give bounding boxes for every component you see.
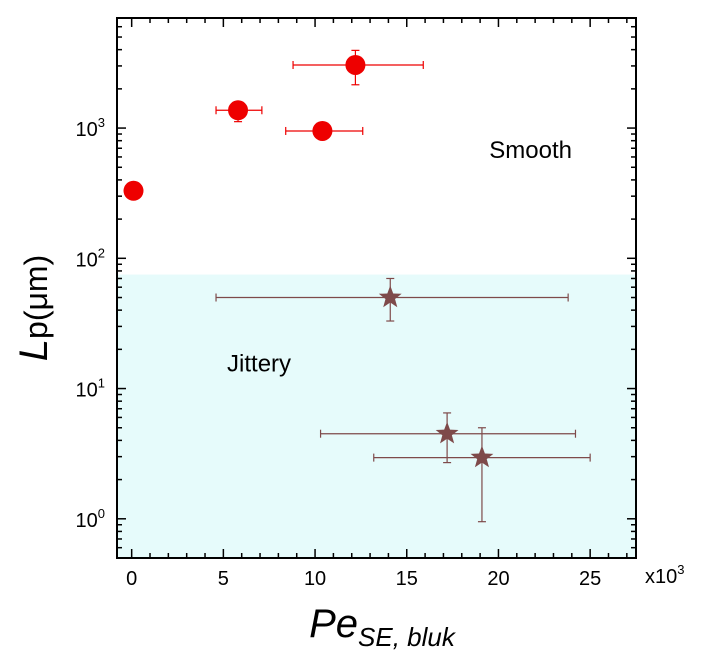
data-series bbox=[123, 49, 591, 523]
y-axis-title-main: L bbox=[12, 339, 56, 361]
data-point-circle bbox=[312, 120, 333, 141]
y-tick-label-exp: 0 bbox=[98, 506, 105, 521]
data-point-circle bbox=[228, 100, 249, 121]
y-tick-label: 103 bbox=[76, 115, 105, 141]
region-jittery bbox=[117, 274, 636, 558]
plot-frame bbox=[116, 17, 637, 559]
region-label-smooth: Smooth bbox=[489, 137, 572, 164]
region-label-jittery: Jittery bbox=[227, 351, 291, 378]
x-axis-title-sub: SE, bluk bbox=[358, 622, 457, 651]
x-axis-title: PeSE, bluk bbox=[309, 602, 457, 651]
x-tick-label: 0 bbox=[126, 568, 137, 590]
y-tick-label: 102 bbox=[76, 245, 105, 271]
y-axis-title-rest: p(μm) bbox=[18, 255, 54, 339]
data-point-star bbox=[378, 285, 402, 308]
x-tick-label: 10 bbox=[304, 568, 326, 590]
x-multiplier-base: x10 bbox=[645, 566, 677, 588]
y-tick-label-base: 10 bbox=[76, 249, 98, 271]
background-regions bbox=[117, 18, 636, 558]
axes bbox=[116, 17, 637, 559]
y-tick-label: 100 bbox=[76, 506, 105, 532]
x-axis-multiplier: x103 bbox=[645, 562, 684, 588]
y-tick-label: 101 bbox=[76, 376, 105, 402]
x-tick-label: 25 bbox=[579, 568, 601, 590]
x-tick-label: 15 bbox=[396, 568, 418, 590]
y-tick-label-exp: 3 bbox=[98, 115, 105, 130]
y-tick-label-exp: 1 bbox=[98, 376, 105, 391]
data-point-star bbox=[470, 445, 494, 468]
data-point-circle bbox=[345, 54, 366, 75]
y-tick-label-base: 10 bbox=[76, 510, 98, 532]
x-multiplier-exp: 3 bbox=[677, 562, 684, 577]
x-tick-label: 20 bbox=[487, 568, 509, 590]
region-smooth bbox=[117, 18, 636, 275]
x-tick-label: 5 bbox=[218, 568, 229, 590]
y-tick-label-base: 10 bbox=[76, 380, 98, 402]
x-axis-title-main: Pe bbox=[309, 602, 358, 646]
y-tick-label-base: 10 bbox=[76, 119, 98, 141]
y-tick-label-exp: 2 bbox=[98, 245, 105, 260]
y-axis-title: Lp(μm) bbox=[12, 255, 56, 361]
data-point-circle bbox=[123, 180, 144, 201]
data-point-star bbox=[435, 421, 459, 444]
